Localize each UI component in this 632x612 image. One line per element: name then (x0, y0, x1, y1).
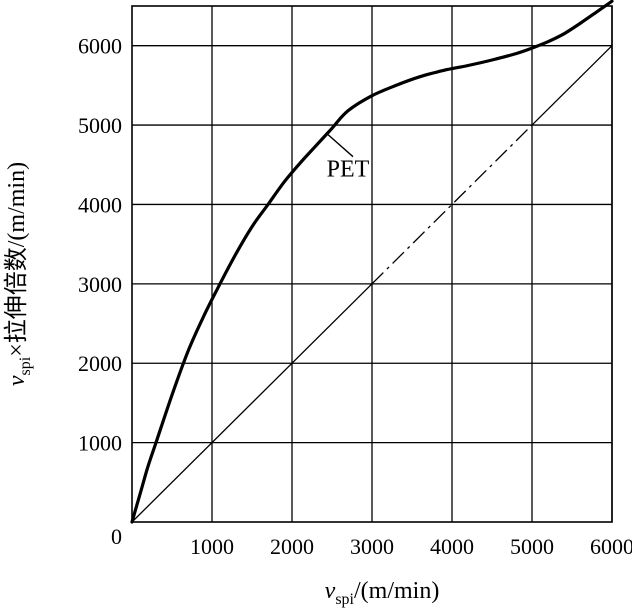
y-axis-title-main: v (4, 375, 30, 386)
y-axis-title-sub: spi (17, 356, 34, 375)
y-tick-label-2: 2000 (78, 351, 122, 376)
axes: 1000 2000 3000 4000 5000 6000 0 1000 2000 3000 400… (78, 5, 632, 559)
x-tick-label-4: 4000 (430, 534, 474, 559)
reference-line-solid-lower (131, 283, 373, 523)
annotation-pet-label: PET (327, 157, 370, 183)
x-axis-title-main: v (325, 578, 336, 604)
x-tick-label-2: 2000 (270, 534, 314, 559)
series-layer (130, 0, 614, 524)
grid (132, 6, 613, 522)
y-tick-label-0: 0 (111, 524, 122, 549)
x-tick-label-3: 3000 (350, 534, 394, 559)
x-tick-label-5: 5000 (510, 534, 554, 559)
reference-line-solid-upper (531, 45, 613, 126)
x-tick-label-1: 1000 (190, 534, 234, 559)
y-tick-label-6: 6000 (78, 34, 122, 59)
y-axis-title-rest: ×拉伸倍数/(m/min) (3, 162, 30, 357)
plot-frame (131, 5, 613, 523)
series-pet-curve (130, 0, 614, 524)
y-tick-label-1: 1000 (78, 431, 122, 456)
y-axis-title: vspi×拉伸倍数/(m/min) (3, 162, 34, 386)
x-tick-label-6: 6000 (590, 534, 632, 559)
reference-line-dashdot (371, 124, 533, 285)
x-axis-title-sub: spi (335, 591, 354, 608)
labels: PET vspi/(m/min) vspi×拉伸倍数/(m/min) (3, 157, 439, 608)
y-tick-label-5: 5000 (78, 113, 122, 138)
x-axis-title-rest: /(m/min) (354, 578, 439, 604)
y-tick-label-4: 4000 (78, 192, 122, 217)
y-tick-label-3: 3000 (78, 272, 122, 297)
x-axis-title: vspi/(m/min) (325, 578, 440, 608)
annotation-pet-pointer (327, 134, 354, 158)
